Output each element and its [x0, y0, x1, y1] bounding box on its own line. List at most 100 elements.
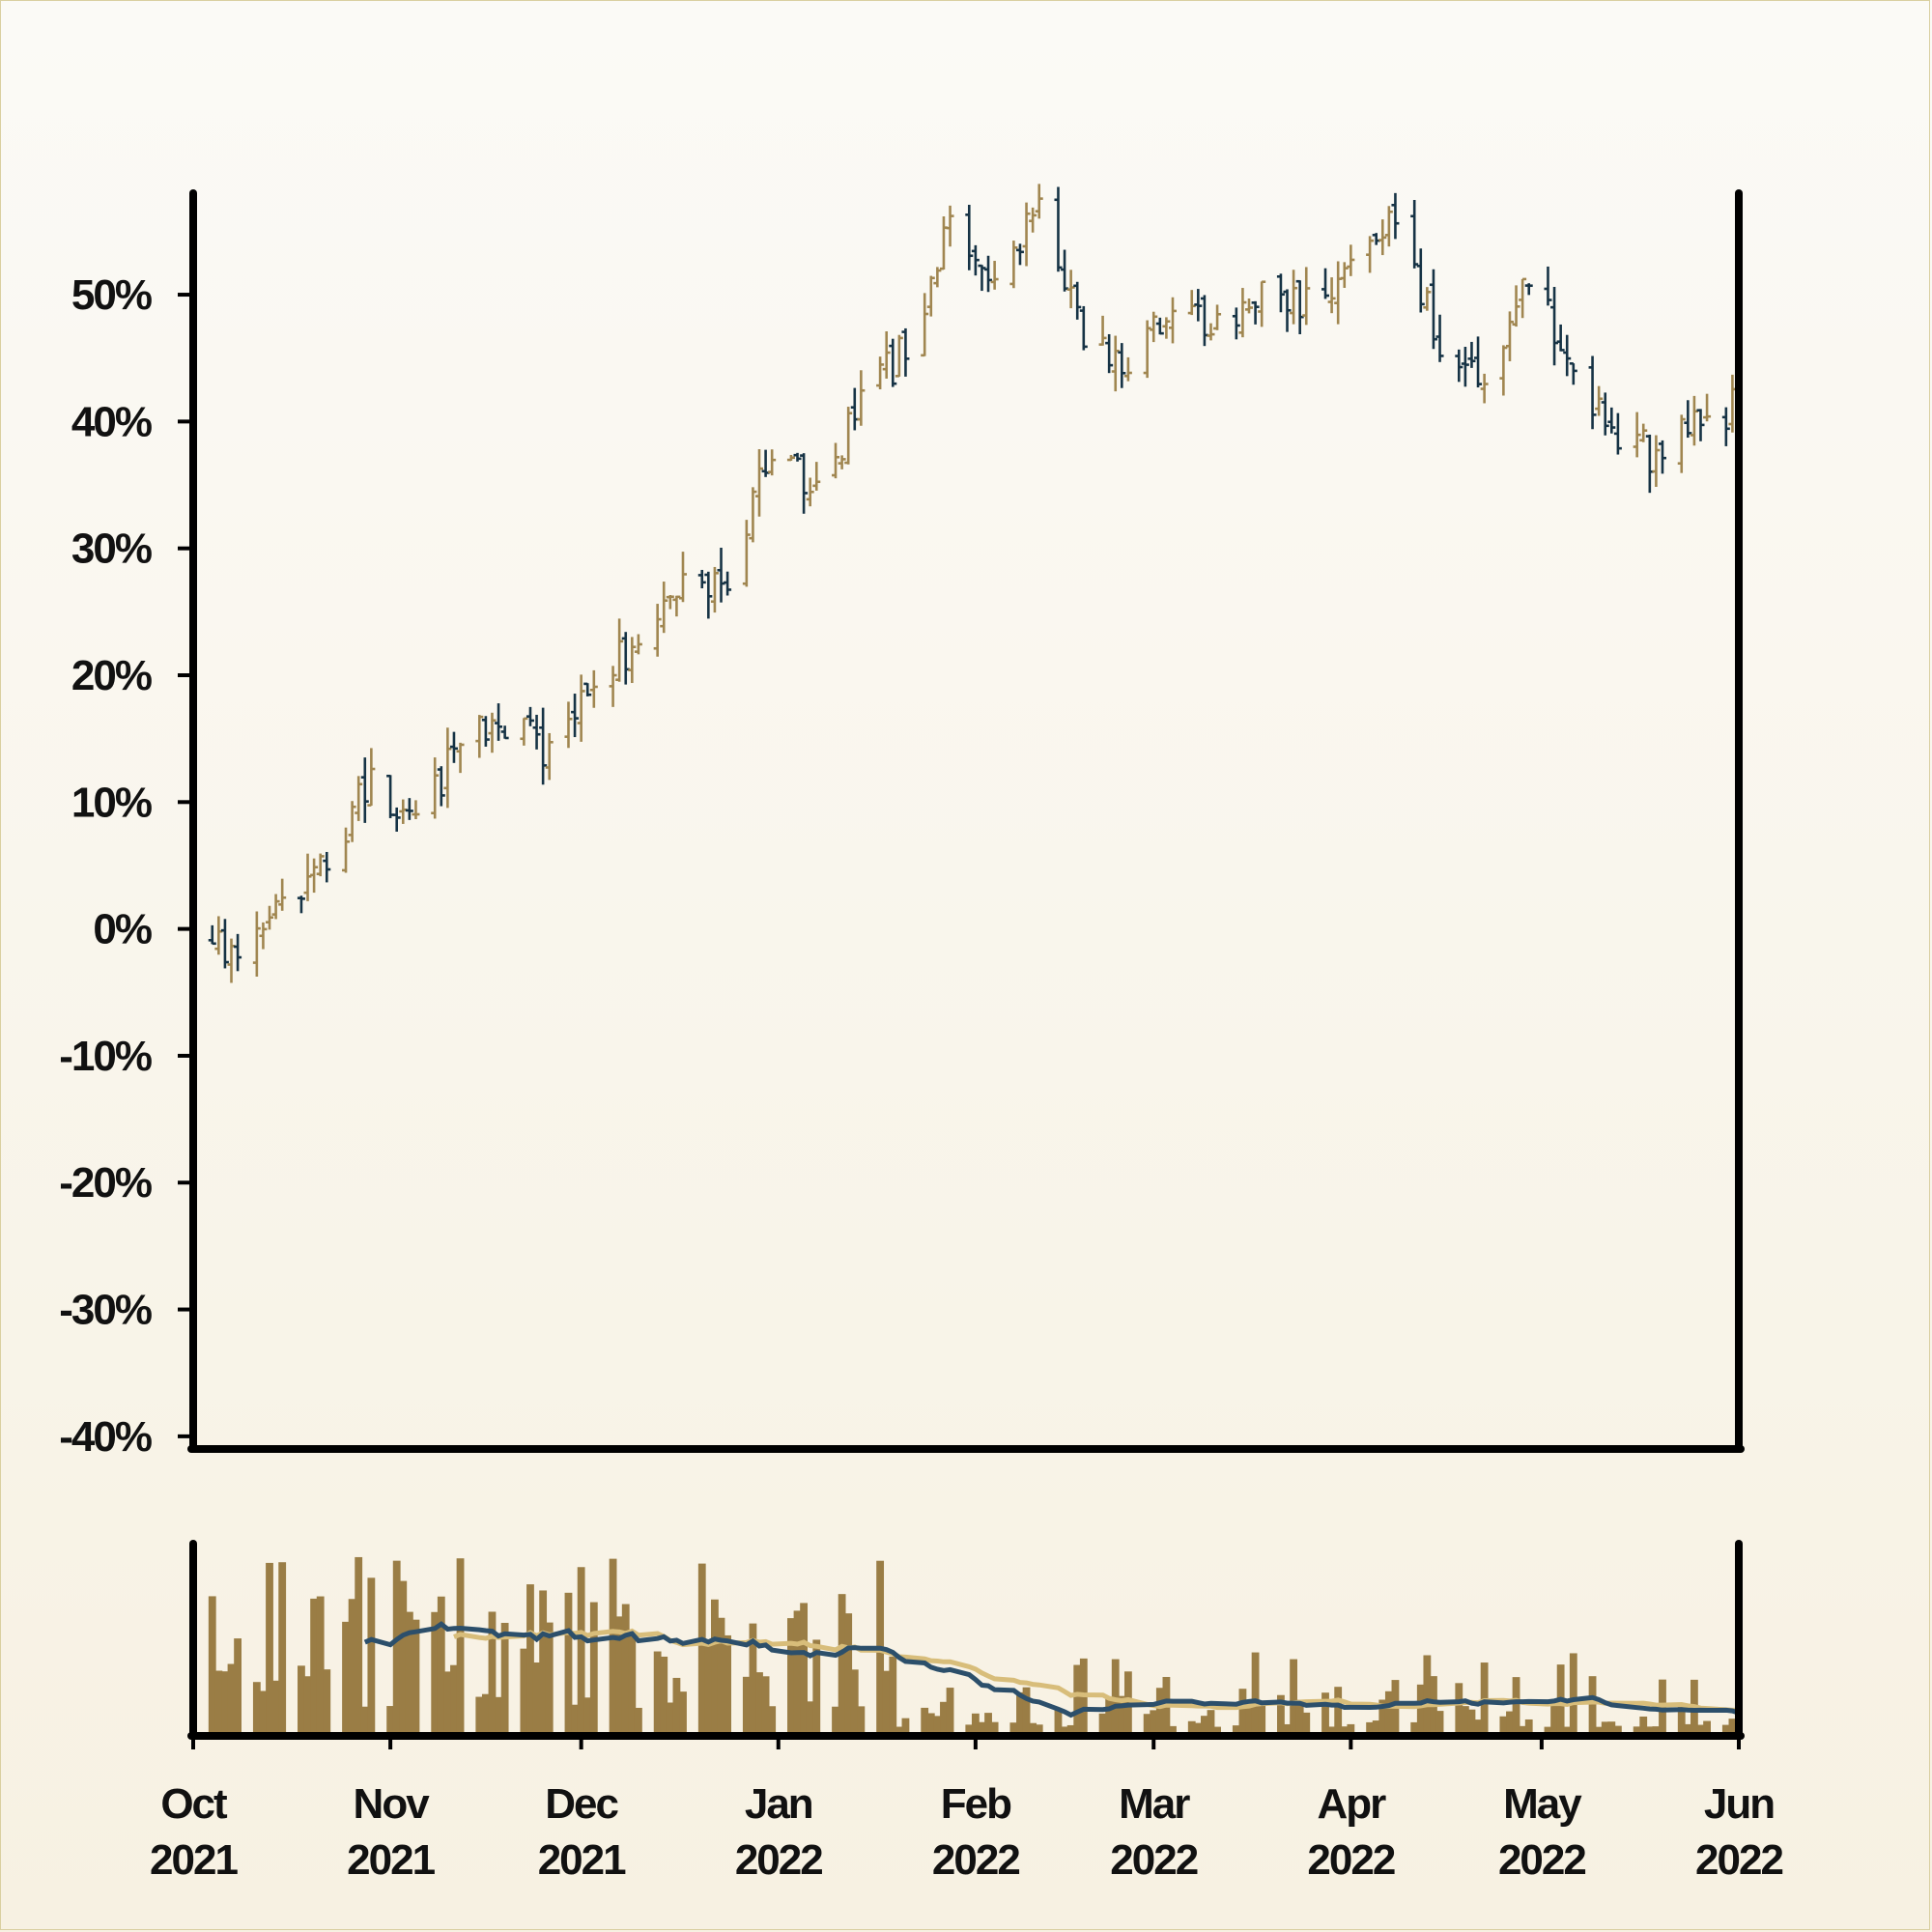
- volume-bar: [532, 1662, 541, 1736]
- volume-bar: [367, 1577, 376, 1736]
- volume-bar: [1029, 1722, 1037, 1736]
- ohlc-bar: [227, 938, 236, 983]
- ohlc-bar: [615, 618, 624, 682]
- ohlc-bar: [1213, 304, 1222, 330]
- volume-bar: [1544, 1726, 1552, 1736]
- volume-bar: [615, 1616, 624, 1736]
- ohlc-bar: [926, 275, 935, 317]
- volume-ma-slow-line: [453, 1628, 1740, 1713]
- ohlc-bar: [259, 922, 268, 950]
- x-tick-month: Jun: [1704, 1780, 1774, 1828]
- volume-bar: [724, 1634, 731, 1736]
- ohlc-bar: [1474, 336, 1483, 388]
- volume-bar: [1143, 1714, 1151, 1736]
- volume-bar: [564, 1592, 573, 1736]
- ohlc-bar: [1123, 356, 1132, 382]
- volume-bar: [271, 1680, 280, 1736]
- ohlc-bar: [1384, 206, 1393, 247]
- volume-bar: [259, 1690, 268, 1736]
- ohlc-bar: [266, 905, 274, 930]
- x-tick-year: 2022: [1695, 1836, 1782, 1884]
- volume-bar: [889, 1656, 897, 1736]
- y-tick-label: 10%: [71, 779, 152, 826]
- x-tick-year: 2022: [1498, 1836, 1585, 1884]
- ohlc-bar: [271, 894, 280, 920]
- volume-bar: [984, 1713, 992, 1736]
- ohlc-bar: [901, 327, 910, 377]
- y-tick-label: -40%: [59, 1413, 152, 1461]
- volume-bar: [926, 1713, 935, 1736]
- volume-bar: [298, 1665, 305, 1736]
- volume-bar: [1187, 1720, 1196, 1736]
- x-tick-month: Nov: [354, 1780, 431, 1828]
- volume-ma-fast-line: [363, 1621, 1740, 1719]
- y-tick-label: -20%: [59, 1159, 152, 1207]
- volume-bar: [1728, 1719, 1737, 1736]
- volume-bar: [214, 1670, 223, 1736]
- ohlc-bar: [742, 520, 751, 587]
- volume-bar: [1607, 1721, 1616, 1736]
- ohlc-bar: [634, 634, 642, 655]
- ohlc-bar: [367, 748, 376, 807]
- volume-bar: [234, 1638, 242, 1736]
- ohlc-bar: [1238, 288, 1247, 338]
- volume-bar: [405, 1611, 413, 1736]
- volume-bar: [1098, 1713, 1107, 1736]
- ohlc-bar: [431, 757, 440, 819]
- volume-bar: [1009, 1722, 1018, 1736]
- ohlc-bar: [850, 387, 859, 431]
- ohlc-bar: [348, 801, 356, 842]
- volume-bar: [1201, 1716, 1208, 1736]
- ohlc-bar: [1118, 343, 1126, 388]
- ohlc-bar: [1207, 323, 1215, 341]
- volume-bar: [1258, 1700, 1266, 1736]
- x-tick-month: Dec: [545, 1780, 618, 1828]
- ohlc-bar: [360, 757, 369, 823]
- volume-bar: [1066, 1724, 1075, 1736]
- volume-bar: [481, 1693, 490, 1736]
- volume-bar: [1035, 1724, 1043, 1736]
- volume-bar: [1321, 1692, 1329, 1736]
- volume-bar: [1302, 1712, 1311, 1736]
- ohlc-bar: [717, 547, 725, 603]
- ohlc-bar: [1347, 244, 1355, 276]
- ohlc-bar: [1187, 290, 1196, 316]
- volume-bar: [1506, 1711, 1514, 1736]
- volume-bar: [310, 1598, 319, 1736]
- volume-bar: [1633, 1726, 1641, 1736]
- ohlc-bar: [1054, 186, 1063, 272]
- ohlc-bar: [1079, 305, 1088, 351]
- volume-bar: [844, 1613, 853, 1736]
- volume-bars: [189, 1556, 1743, 1736]
- ohlc-bar: [1290, 270, 1298, 325]
- ohlc-bar: [1327, 277, 1336, 314]
- ohlc-bar: [755, 448, 764, 517]
- volume-bar: [1372, 1720, 1380, 1736]
- ohlc-bar: [1302, 267, 1311, 326]
- volume-bar: [1016, 1691, 1024, 1736]
- volume-bar: [1290, 1659, 1298, 1736]
- ohlc-bar: [1015, 243, 1024, 266]
- ohlc-bar: [806, 477, 814, 507]
- volume-bar: [1550, 1704, 1558, 1736]
- volume-bar: [628, 1631, 637, 1736]
- ohlc-bar: [1194, 289, 1203, 322]
- volume-bar: [850, 1669, 859, 1736]
- ohlc-bar: [1677, 414, 1686, 473]
- ohlc-bar: [946, 205, 954, 247]
- ohlc-bar: [882, 331, 891, 379]
- ohlc-bar: [475, 715, 484, 758]
- ohlc-bar: [1645, 434, 1654, 494]
- volume-bar: [278, 1562, 287, 1736]
- volume-bar: [1150, 1710, 1158, 1736]
- volume-bar: [1563, 1726, 1572, 1736]
- ohlc-bar: [628, 637, 637, 684]
- ohlc-bar: [208, 924, 216, 946]
- ohlc-bar: [876, 356, 885, 390]
- volume-bar: [1245, 1704, 1253, 1736]
- volume-bar: [1155, 1688, 1164, 1736]
- volume-bar: [348, 1599, 356, 1736]
- volume-bar: [768, 1706, 777, 1736]
- volume-bar: [1105, 1698, 1114, 1736]
- x-tick-month: Feb: [941, 1780, 1011, 1828]
